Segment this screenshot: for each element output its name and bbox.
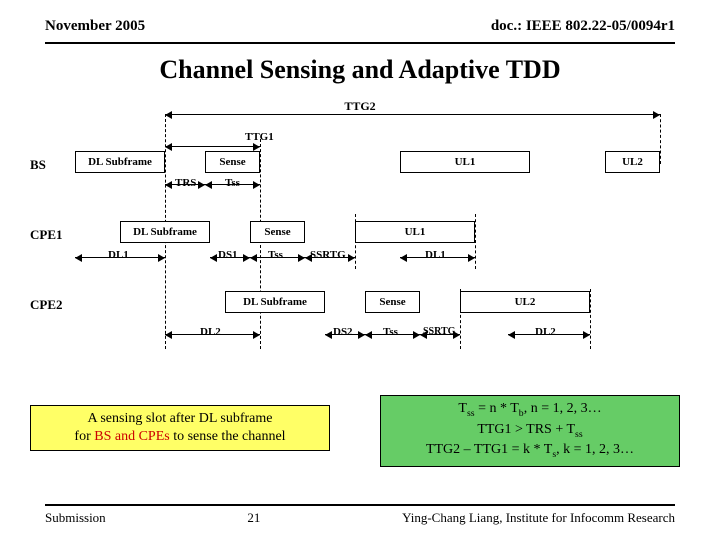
bs-label: BS <box>30 157 46 173</box>
bs-ul1: UL1 <box>400 151 530 173</box>
footer-right: Ying-Chang Liang, Institute for Infocomm… <box>402 510 675 526</box>
cpe1-ul1: UL1 <box>355 221 475 243</box>
cpe2-ul2: UL2 <box>460 291 590 313</box>
bs-dl-subframe: DL Subframe <box>75 151 165 173</box>
callout-formulas: Tss = n * Tb, n = 1, 2, 3… TTG1 > TRS + … <box>380 395 680 467</box>
ds2-label: DS2 <box>333 326 353 338</box>
cpe2-dl-subframe: DL Subframe <box>225 291 325 313</box>
footer: Submission 21 Ying-Chang Liang, Institut… <box>45 504 675 526</box>
tss-bs-label: Tss <box>225 177 240 189</box>
footer-page: 21 <box>247 510 260 526</box>
ttg1-label: TTG1 <box>245 131 274 143</box>
dl2-b-label: DL2 <box>535 326 556 338</box>
ds1-label: DS1 <box>218 249 238 261</box>
bs-sense: Sense <box>205 151 260 173</box>
ssrtg2-label: SSRTG <box>423 326 455 337</box>
header-rule <box>45 42 675 44</box>
cpe1-label: CPE1 <box>30 227 63 243</box>
tss-cpe1-label: Tss <box>268 249 283 261</box>
cpe2-label: CPE2 <box>30 297 63 313</box>
cpe2-sense: Sense <box>365 291 420 313</box>
dl1-b-label: DL1 <box>425 249 446 261</box>
footer-left: Submission <box>45 510 106 526</box>
dl2-a-label: DL2 <box>200 326 221 338</box>
tss-cpe2-label: Tss <box>383 326 398 338</box>
header-doc: doc.: IEEE 802.22-05/0094r1 <box>491 18 675 35</box>
page-title: Channel Sensing and Adaptive TDD <box>0 55 720 85</box>
ttg2-label: TTG2 <box>344 99 375 114</box>
bs-ul2: UL2 <box>605 151 660 173</box>
callout-sensing-slot: A sensing slot after DL subframe for BS … <box>30 405 330 451</box>
dl1-a-label: DL1 <box>108 249 129 261</box>
header-date: November 2005 <box>45 18 145 35</box>
timing-diagram: TTG2 TTG1 BS DL Subframe Sense UL1 UL2 T… <box>30 99 690 379</box>
ssrtg1-label: SSRTG <box>310 249 346 261</box>
cpe1-dl-subframe: DL Subframe <box>120 221 210 243</box>
trs-label: TRS <box>175 177 196 189</box>
cpe1-sense: Sense <box>250 221 305 243</box>
